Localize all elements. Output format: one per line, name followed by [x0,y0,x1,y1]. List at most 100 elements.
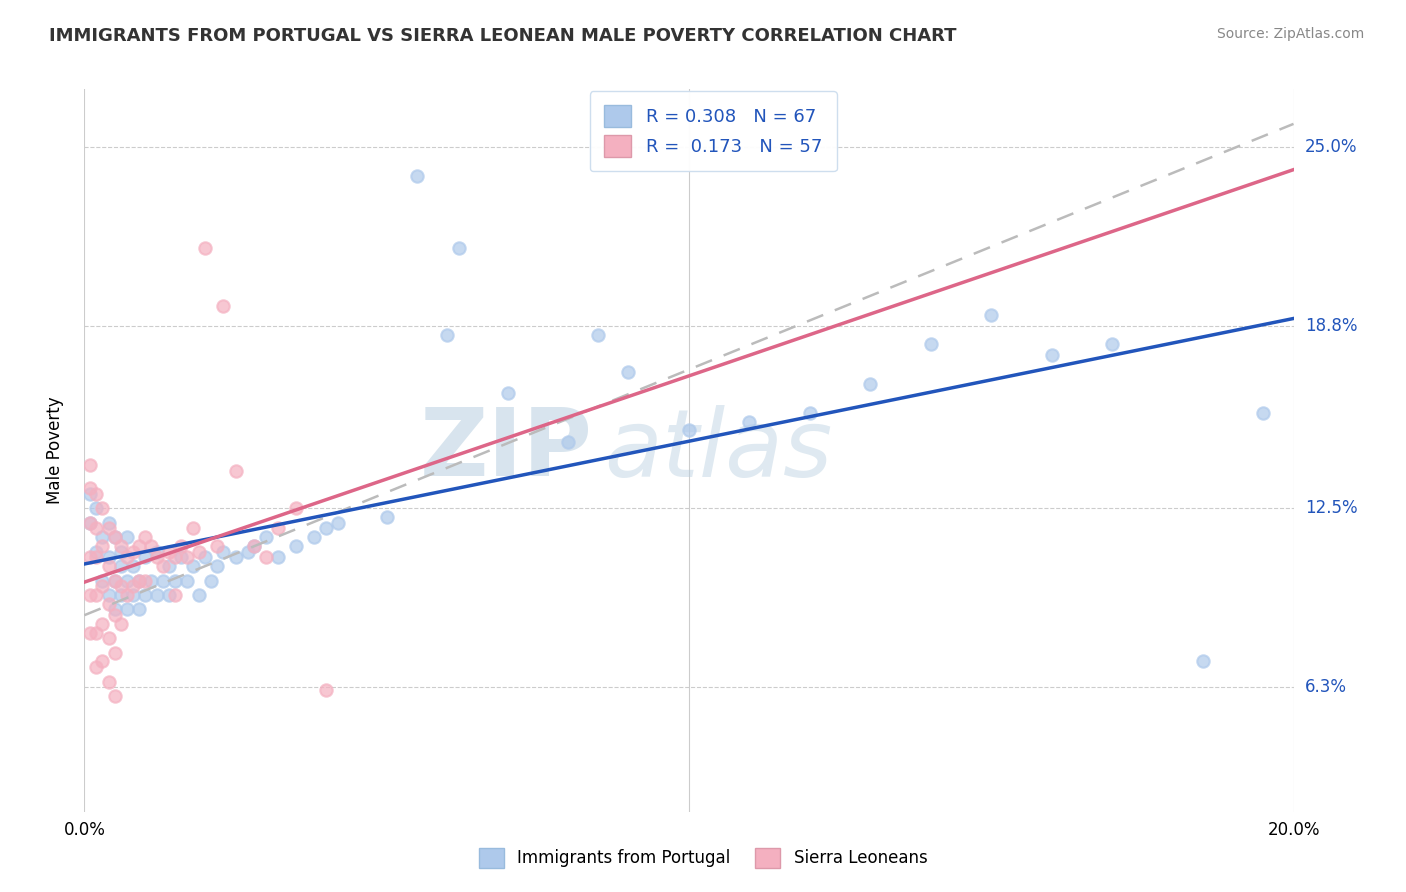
Point [302,530,325,544]
Point [104,574,127,588]
Point [79,550,101,565]
Point [104,608,127,623]
Point [315,683,337,698]
Point [97,559,120,574]
Point [79,458,101,472]
Point [176,574,198,588]
Point [128,574,150,588]
Point [91,574,114,588]
Point [110,539,132,553]
Point [170,550,193,565]
Point [557,434,579,449]
Point [110,544,132,558]
Point [86,550,108,565]
Point [86,521,108,535]
Point [139,574,162,588]
Point [86,487,108,501]
Point [200,574,222,588]
Point [104,646,127,660]
Point [678,423,700,437]
Point [91,616,114,631]
Point [79,516,101,530]
Point [121,544,143,558]
Point [799,406,821,420]
Point [738,415,761,429]
Point [97,674,120,689]
Point [194,550,217,565]
Point [86,625,108,640]
Point [134,530,156,544]
Point [207,559,229,574]
Point [920,336,942,351]
Point [165,588,187,602]
Point [449,241,471,255]
Point [97,521,120,535]
Point [97,588,120,602]
Point [86,544,108,558]
Point [267,521,290,535]
Text: IMMIGRANTS FROM PORTUGAL VS SIERRA LEONEAN MALE POVERTY CORRELATION CHART: IMMIGRANTS FROM PORTUGAL VS SIERRA LEONE… [49,27,956,45]
Point [375,510,398,524]
Text: 12.5%: 12.5% [1305,500,1357,517]
Point [207,539,229,553]
Point [188,544,211,558]
Point [181,559,204,574]
Point [1101,336,1123,351]
Point [588,327,610,342]
Point [859,376,882,391]
Point [86,660,108,674]
Point [236,544,259,558]
Point [146,588,169,602]
Point [134,588,156,602]
Point [285,501,308,516]
Point [1192,655,1215,669]
Point [115,602,138,616]
Point [110,616,132,631]
Point [285,539,308,553]
Point [436,327,458,342]
Point [157,544,180,558]
Point [328,516,350,530]
Point [91,530,114,544]
Point [110,579,132,593]
Point [146,550,169,565]
Point [91,655,114,669]
Point [91,579,114,593]
Point [97,550,120,565]
Point [104,530,127,544]
Text: 25.0%: 25.0% [1305,138,1357,156]
Point [170,539,193,553]
Point [110,559,132,574]
Point [115,574,138,588]
Point [165,550,187,565]
Point [128,574,150,588]
Point [134,550,156,565]
Point [406,169,429,183]
Point [225,464,247,478]
Point [225,550,247,565]
Point [121,559,143,574]
Point [115,550,138,565]
Point [242,539,264,553]
Point [86,501,108,516]
Point [496,385,519,400]
Point [157,588,180,602]
Text: Source: ZipAtlas.com: Source: ZipAtlas.com [1216,27,1364,41]
Point [79,481,101,495]
Point [115,588,138,602]
Point [146,544,169,558]
Point [104,574,127,588]
Legend: Immigrants from Portugal, Sierra Leoneans: Immigrants from Portugal, Sierra Leonean… [472,841,934,875]
Point [165,574,187,588]
Text: 6.3%: 6.3% [1305,679,1347,697]
Point [254,530,277,544]
Point [91,539,114,553]
Text: 18.8%: 18.8% [1305,318,1357,335]
Point [91,501,114,516]
Point [139,539,162,553]
Point [79,516,101,530]
Point [134,574,156,588]
Point [315,521,337,535]
Point [152,559,174,574]
Point [86,588,108,602]
